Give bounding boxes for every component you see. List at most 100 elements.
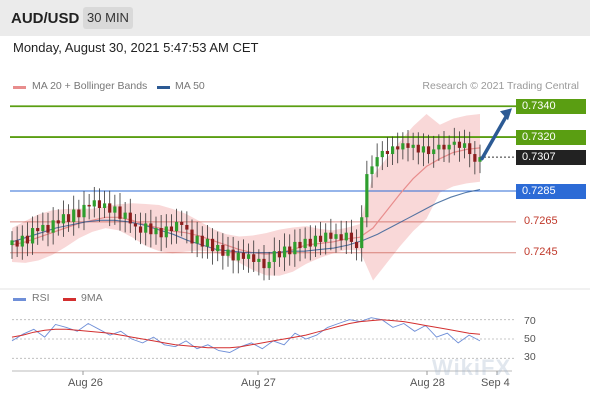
ma20-legend-swatch — [13, 86, 26, 89]
candle-body — [262, 258, 266, 269]
candle-body — [246, 254, 251, 259]
candle-body — [344, 232, 348, 241]
candle-body — [20, 235, 24, 247]
candle-body — [56, 220, 60, 224]
candle-body — [195, 235, 199, 244]
rsi-tick-70: 70 — [524, 315, 536, 327]
candle-body — [97, 200, 102, 208]
candle-body — [87, 204, 91, 207]
candle-body — [416, 144, 420, 153]
level-label-0-7340: 0.7340 — [516, 98, 586, 114]
candle-body — [210, 238, 215, 252]
candle-body — [51, 220, 55, 233]
candle-body — [329, 232, 333, 239]
candle-body — [365, 174, 369, 218]
candle-body — [457, 141, 462, 148]
header-bar: AUD/USD 30 MIN — [0, 0, 590, 36]
rsi-legend-label: RSI — [32, 292, 50, 304]
candle-body — [390, 146, 395, 155]
candle-body — [41, 224, 45, 232]
timeframe-button[interactable]: 30 MIN — [83, 7, 133, 29]
candle-body — [92, 200, 96, 207]
projection-arrow-shaft — [480, 111, 510, 161]
candle-body — [380, 150, 384, 158]
rsi-ma9-line — [11, 319, 481, 349]
candle-body — [15, 240, 19, 247]
candle-body — [82, 204, 86, 218]
candle-body — [303, 238, 307, 249]
candle-body — [185, 224, 189, 230]
candle-body — [231, 249, 235, 261]
ma50-legend-swatch — [157, 86, 170, 89]
candle-body — [159, 228, 163, 238]
bollinger-band — [12, 113, 480, 281]
candle-body — [452, 141, 456, 145]
candle-body — [277, 251, 282, 258]
candle-body — [190, 229, 194, 244]
candle-body — [252, 254, 256, 262]
level-label-0-7320: 0.7320 — [516, 129, 586, 145]
candle-body — [30, 228, 35, 244]
candle-body — [447, 144, 451, 150]
candle-body — [66, 214, 71, 222]
candle-body — [349, 232, 354, 242]
candle-body — [257, 258, 261, 262]
rsi-tick-50: 50 — [524, 333, 536, 345]
candle-body — [226, 249, 230, 256]
candle-body — [113, 206, 117, 213]
x-tick-label: Sep 4 — [481, 377, 510, 389]
candle-body — [133, 223, 138, 227]
candle-body — [149, 223, 153, 235]
candle-body — [375, 157, 379, 167]
candle-body — [180, 221, 184, 225]
x-tick-label: Aug 27 — [241, 377, 276, 389]
candle-body — [437, 144, 441, 150]
candle-body — [462, 143, 467, 148]
candle-body — [370, 166, 374, 175]
candle-body — [169, 226, 174, 232]
level-label-0-7285: 0.7285 — [516, 183, 586, 199]
candle-body — [442, 144, 446, 150]
candle-body — [426, 146, 431, 155]
rsi-line — [11, 317, 481, 353]
watermark-logo: WikiFX — [432, 355, 512, 380]
candle-body — [174, 221, 179, 232]
ma50-line — [11, 188, 481, 254]
candle-body — [288, 246, 292, 255]
candle-body — [118, 206, 122, 219]
candle-body — [36, 228, 40, 232]
candle-body — [200, 235, 204, 247]
candle-body — [102, 203, 107, 208]
candle-body — [293, 241, 297, 255]
candle-body — [236, 252, 240, 261]
projection-arrow-head — [500, 108, 512, 121]
candle-body — [360, 217, 364, 249]
candle-body — [216, 245, 220, 252]
candle-body — [313, 235, 318, 247]
candle-body — [77, 209, 81, 218]
rsi-tick-30: 30 — [524, 351, 536, 363]
candle-body — [108, 203, 112, 213]
level-label-0-7245: 0.7245 — [524, 245, 558, 258]
candle-body — [334, 234, 338, 239]
candle-body — [272, 251, 276, 262]
candle-body — [144, 223, 148, 233]
candle-body — [324, 232, 328, 242]
candle-body — [396, 146, 400, 150]
candle-body — [406, 143, 410, 148]
ma50-legend-label: MA 50 — [175, 80, 205, 92]
candle-body — [401, 143, 405, 150]
candle-body — [10, 240, 14, 245]
candle-body — [432, 149, 436, 155]
candle-body — [46, 224, 50, 233]
candle-body — [123, 212, 127, 219]
candle-body — [221, 245, 225, 256]
symbol-label: AUD/USD — [11, 10, 80, 27]
ma20-legend-label: MA 20 + Bollinger Bands — [32, 80, 148, 92]
candle-body — [128, 212, 132, 224]
candle-body — [473, 154, 477, 162]
candle-body — [411, 144, 415, 148]
level-label-0-7307: 0.7307 — [516, 149, 586, 165]
candle-body — [354, 241, 359, 249]
candle-body — [138, 226, 143, 233]
